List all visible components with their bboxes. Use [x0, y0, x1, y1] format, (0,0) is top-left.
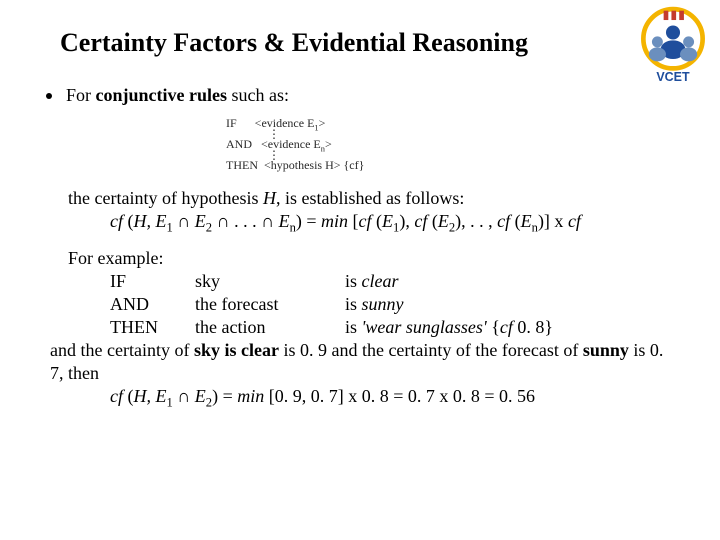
vcet-logo: VCET — [634, 6, 712, 84]
rule-e1a: <evidence E — [255, 116, 315, 130]
ex-sky: sky — [195, 270, 345, 293]
bullet-lead: For — [66, 85, 96, 105]
slide-title: Certainty Factors & Evidential Reasoning — [60, 28, 678, 58]
ex-clear: is clear — [345, 270, 678, 293]
bullet-tail: such as: — [227, 85, 289, 105]
ex-action: the action — [195, 316, 345, 339]
rule-if: IF — [226, 116, 237, 130]
formula-example: cf (H, E1 ∩ E2) = min [0. 9, 0. 7] x 0. … — [110, 385, 678, 408]
est-b: , is established as follows: — [276, 188, 464, 208]
est-h: H — [263, 188, 276, 208]
est-a: the certainty of hypothesis — [68, 188, 263, 208]
rule-e2b: > — [325, 137, 332, 151]
rule-and: AND — [226, 137, 252, 151]
rule-hyp: <hypothesis H> {cf} — [264, 158, 364, 172]
line-and-certainty: and the certainty of sky is clear is 0. … — [50, 339, 678, 385]
bullet-dot-icon — [46, 93, 52, 99]
rule-then: THEN — [226, 158, 258, 172]
slide-body: For conjunctive rules such as: IF <evide… — [46, 84, 678, 408]
ex-and: AND — [110, 293, 195, 316]
ex-then: THEN — [110, 316, 195, 339]
ex-sunglasses: is 'wear sunglasses' {cf 0. 8} — [345, 316, 678, 339]
for-example: For example: — [68, 247, 678, 270]
ex-sunny: is sunny — [345, 293, 678, 316]
ex-forecast: the forecast — [195, 293, 345, 316]
slide: VCET Certainty Factors & Evidential Reas… — [0, 0, 720, 540]
bullet-bold: conjunctive rules — [96, 85, 227, 105]
line-established: the certainty of hypothesis H, is establ… — [68, 187, 678, 210]
bullet-conjunctive: For conjunctive rules such as: — [46, 84, 678, 107]
example-rule: IF sky is clear AND the forecast is sunn… — [110, 270, 678, 339]
rule-schema: IF <evidence E1> ⋮ AND <evidence En> ⋮ T… — [226, 117, 678, 173]
bullet-text: For conjunctive rules such as: — [66, 84, 289, 107]
formula-main: cf (H, E1 ∩ E2 ∩ . . . ∩ En) = min [cf (… — [110, 210, 678, 233]
svg-text:VCET: VCET — [656, 70, 690, 84]
rule-e1b: > — [319, 116, 326, 130]
ex-if: IF — [110, 270, 195, 293]
